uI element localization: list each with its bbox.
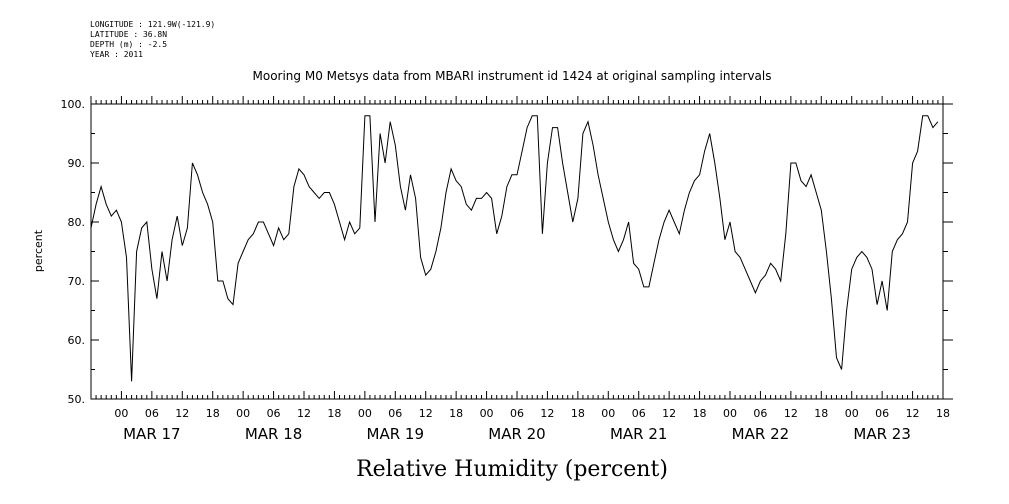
hour-tick-label: 12 — [175, 407, 189, 420]
hour-tick-label: 12 — [419, 407, 433, 420]
day-label: MAR 19 — [367, 425, 424, 443]
ticks: 50. 60. 70. 80. 90. 100. 00 06 12 18 00 06 12 18 00 06 1… — [61, 96, 953, 443]
y-tick-label: 60. — [68, 334, 86, 347]
hour-tick-label: 00 — [480, 407, 494, 420]
hour-tick-label: 06 — [267, 407, 281, 420]
hour-tick-label: 06 — [510, 407, 524, 420]
hour-tick-label: 06 — [145, 407, 159, 420]
hour-tick-label: 18 — [206, 407, 220, 420]
y-tick-label: 70. — [68, 275, 86, 288]
y-tick-label: 50. — [68, 393, 86, 406]
day-label: MAR 22 — [732, 425, 789, 443]
chart-title: Mooring M0 Metsys data from MBARI instru… — [253, 69, 772, 83]
hour-tick-label: 18 — [571, 407, 585, 420]
y-tick-label: 100. — [61, 98, 86, 111]
hour-tick-label: 12 — [784, 407, 798, 420]
hour-tick-label: 06 — [753, 407, 767, 420]
hour-tick-label: 12 — [540, 407, 554, 420]
hour-tick-label: 18 — [693, 407, 707, 420]
hour-tick-label: 06 — [388, 407, 402, 420]
year-label: YEAR : 2011 — [90, 50, 143, 59]
series-group — [90, 115, 939, 382]
axes — [90, 103, 944, 400]
depth-label: DEPTH (m) : -2.5 — [90, 40, 168, 49]
hour-tick-label: 18 — [449, 407, 463, 420]
x-axis-label: Relative Humidity (percent) — [356, 457, 668, 482]
longitude-label: LONGITUDE : 121.9W(-121.9) — [90, 20, 216, 29]
day-label: MAR 18 — [245, 425, 302, 443]
plot-frame — [90, 103, 944, 400]
hour-tick-label: 06 — [632, 407, 646, 420]
hour-tick-label: 12 — [906, 407, 920, 420]
hour-tick-label: 18 — [814, 407, 828, 420]
hour-tick-label: 12 — [662, 407, 676, 420]
metadata-block: LONGITUDE : 121.9W(-121.9) LATITUDE : 36… — [90, 20, 215, 60]
hour-tick-label: 00 — [358, 407, 372, 420]
y-tick-label: 90. — [68, 157, 86, 170]
hour-tick-label: 00 — [601, 407, 615, 420]
latitude-label: LATITUDE : 36.8N — [90, 30, 168, 39]
hour-tick-label: 00 — [723, 407, 737, 420]
y-tick-label: 80. — [68, 216, 86, 229]
hour-tick-label: 18 — [936, 407, 950, 420]
day-label: MAR 23 — [853, 425, 910, 443]
humidity-line — [90, 115, 939, 382]
day-label: MAR 21 — [610, 425, 667, 443]
hour-tick-label: 06 — [875, 407, 889, 420]
day-label: MAR 17 — [123, 425, 180, 443]
hour-tick-label: 12 — [297, 407, 311, 420]
day-label: MAR 20 — [488, 425, 545, 443]
hour-tick-label: 00 — [845, 407, 859, 420]
hour-tick-label: 00 — [236, 407, 250, 420]
hour-tick-label: 18 — [327, 407, 341, 420]
y-axis-label: percent — [32, 229, 45, 272]
hour-tick-label: 00 — [114, 407, 128, 420]
